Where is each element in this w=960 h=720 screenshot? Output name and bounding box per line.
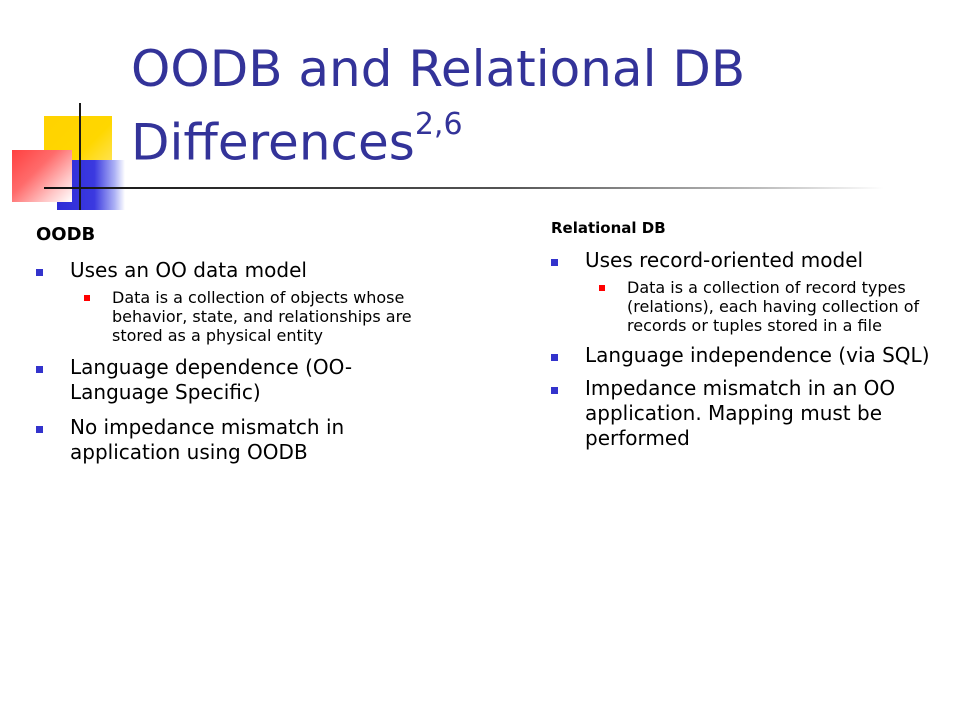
slide-title: OODB and Relational DB Differences2,6 [131, 38, 931, 175]
list-item-text: Uses an OO data model [70, 258, 307, 282]
sub-list: Data is a collection of objects whose be… [70, 288, 446, 345]
decor-red-square [12, 150, 72, 202]
list-item: Uses record-oriented model Data is a col… [551, 248, 941, 335]
square-bullet-icon [551, 387, 558, 394]
title-superscript: 2,6 [414, 107, 463, 142]
oodb-column: OODB Uses an OO data model Data is a col… [36, 222, 446, 465]
sub-list: Data is a collection of record types (re… [585, 278, 941, 335]
relational-column: Relational DB Uses record-oriented model… [551, 217, 941, 451]
sub-list-item-text: Data is a collection of record types (re… [627, 278, 920, 335]
square-bullet-icon [551, 259, 558, 266]
oodb-heading: OODB [36, 224, 96, 245]
list-item: Language dependence (OO-Language Specifi… [36, 355, 446, 405]
list-item-text: Language dependence (OO-Language Specifi… [70, 355, 353, 404]
list-item-text: No impedance mismatch in application usi… [70, 415, 345, 464]
square-bullet-icon [36, 366, 43, 373]
title-divider-line [44, 187, 884, 189]
square-bullet-icon [36, 269, 43, 276]
list-item-text: Uses record-oriented model [585, 248, 864, 272]
oodb-list: Uses an OO data model Data is a collecti… [36, 258, 446, 465]
square-bullet-icon [551, 354, 558, 361]
list-item: Uses an OO data model Data is a collecti… [36, 258, 446, 345]
list-item: Impedance mismatch in an OO application.… [551, 376, 941, 451]
relational-list: Uses record-oriented model Data is a col… [551, 248, 941, 451]
list-item: Language independence (via SQL) [551, 343, 941, 368]
list-item: No impedance mismatch in application usi… [36, 415, 446, 465]
sub-list-item: Data is a collection of record types (re… [585, 278, 941, 335]
sub-list-item: Data is a collection of objects whose be… [70, 288, 446, 345]
square-bullet-icon [599, 285, 605, 291]
decor-vertical-line [79, 103, 81, 210]
relational-heading: Relational DB [551, 219, 666, 237]
list-item-text: Impedance mismatch in an OO application.… [585, 376, 896, 450]
sub-list-item-text: Data is a collection of objects whose be… [112, 288, 412, 345]
list-item-text: Language independence (via SQL) [585, 343, 930, 367]
slide-title-text: OODB and Relational DB Differences [131, 40, 746, 172]
square-bullet-icon [36, 426, 43, 433]
square-bullet-icon [84, 295, 90, 301]
